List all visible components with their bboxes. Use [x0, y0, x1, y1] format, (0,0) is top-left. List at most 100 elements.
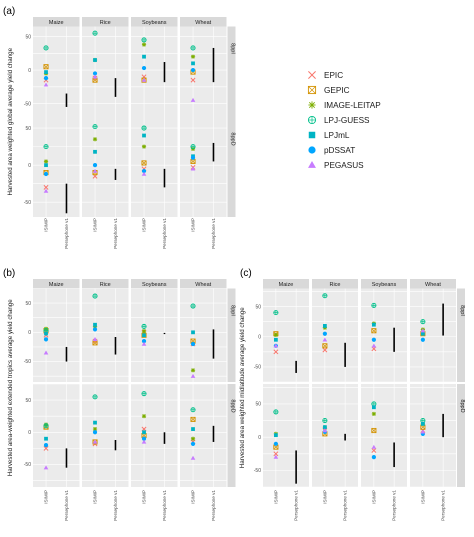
panel-background — [82, 117, 129, 217]
panel-wheat-1 — [180, 383, 227, 487]
y-tick-label: 0 — [28, 430, 31, 436]
panel-background — [180, 384, 227, 487]
legend-item-pdssat: pDSSAT — [308, 146, 355, 155]
point-pegasus — [190, 373, 196, 378]
strip-wheat — [180, 279, 227, 289]
panel-label: (c) — [240, 268, 252, 279]
y-tick-label: 0 — [258, 435, 261, 441]
point-pdssat — [92, 71, 98, 76]
point-lpj-guess — [92, 124, 98, 130]
strip-label-soybeans: Soybeans — [142, 20, 167, 26]
point-lpjml — [191, 61, 195, 66]
panel-rice-1 — [312, 384, 358, 488]
point-pegasus — [92, 74, 98, 79]
panel-background — [263, 288, 309, 382]
strip-maize — [33, 279, 80, 289]
point-gepic — [141, 160, 147, 166]
point-lpjml — [93, 58, 97, 62]
point-gepic — [371, 427, 377, 434]
point-pegasus — [190, 97, 196, 102]
strip-label-maize: Maize — [49, 282, 64, 288]
x-category-label: Persephone v1 — [294, 490, 299, 521]
point-lpj-guess — [273, 310, 279, 316]
legend-item-epic: EPIC — [308, 71, 343, 80]
point-pegasus — [371, 343, 377, 348]
point-lpjml — [93, 322, 97, 327]
scenario-strip-1 — [227, 384, 236, 487]
strip-label-maize: Maize — [49, 20, 64, 26]
x-category-label: ISIMIP — [273, 490, 278, 504]
point-lpjml — [93, 420, 97, 425]
point-lpjml — [420, 421, 425, 426]
scenario-label-1: 8ppD — [230, 399, 236, 412]
panel-soybeans-1 — [131, 383, 178, 487]
point-pdssat — [43, 337, 49, 342]
point-pdssat — [190, 155, 196, 160]
y-tick-label: -50 — [24, 462, 31, 468]
legend-symbol — [308, 101, 316, 109]
legend-item-pegasus: PEGASUS — [308, 161, 364, 170]
strip-label-wheat: Wheat — [195, 282, 211, 288]
legend-symbol — [307, 85, 317, 95]
strip-soybeans — [131, 17, 178, 27]
panel-wheat-0 — [180, 26, 227, 117]
legend-label: EPIC — [324, 71, 343, 80]
y-tick-label: 0 — [28, 330, 31, 336]
panel-maize-0 — [33, 26, 80, 117]
point-lpjml — [44, 331, 48, 336]
point-pegasus — [273, 343, 279, 348]
panel-label: (b) — [3, 268, 15, 279]
point-gepic — [322, 343, 328, 349]
strip-label-wheat: Wheat — [425, 282, 441, 288]
point-epic — [43, 445, 49, 451]
panel-label: (a) — [3, 6, 15, 17]
point-lpjml — [191, 427, 195, 431]
point-pdssat — [141, 436, 147, 441]
point-lpjml — [142, 333, 146, 338]
point-pdssat — [420, 337, 425, 342]
point-pegasus — [141, 439, 147, 444]
scenario-strip-0 — [227, 26, 236, 117]
point-gepic — [371, 328, 377, 334]
point-pdssat — [141, 168, 147, 174]
x-category-label: ISIMIP — [191, 218, 196, 232]
point-pdssat — [190, 441, 196, 446]
panel-background — [312, 384, 358, 487]
y-tick-label: 50 — [25, 34, 31, 40]
point-image-leitap — [141, 144, 147, 149]
point-lpj-guess — [141, 37, 147, 43]
x-category-label: ISIMIP — [420, 490, 425, 504]
point-lpjml — [322, 425, 327, 430]
facet-block-1: (b) Harvested area-weighted extended trop… — [3, 268, 236, 521]
panel-rice-0 — [312, 288, 358, 383]
strip-soybeans — [361, 279, 407, 289]
y-tick-label: 50 — [25, 398, 31, 404]
y-tick-label: 50 — [25, 301, 31, 307]
point-pdssat — [92, 163, 98, 168]
strip-label-wheat: Wheat — [195, 20, 211, 26]
panel-soybeans-1 — [131, 117, 178, 217]
panel-background — [361, 288, 407, 382]
y-axis-title: Harvested area weighted midlatitude aver… — [239, 307, 246, 469]
x-category-label: ISIMIP — [142, 218, 147, 232]
y-tick-label: -50 — [24, 200, 31, 206]
point-lpjml — [142, 54, 146, 59]
panel-wheat-1 — [410, 384, 456, 488]
point-pegasus — [322, 428, 328, 433]
point-image-leitap — [43, 159, 49, 164]
panel-background — [180, 288, 227, 382]
facet-block-2: (c) Harvested area weighted midlatitude a… — [239, 268, 465, 521]
point-pegasus — [420, 429, 426, 434]
scenario-label-0: 8ppI — [230, 305, 236, 316]
point-lpjml — [142, 430, 146, 435]
y-tick-label: 0 — [28, 163, 31, 169]
x-category-label: Persephone v1 — [113, 218, 118, 249]
point-lpj-guess — [92, 394, 98, 400]
panel-wheat-1 — [180, 117, 227, 217]
scenario-strip-0 — [227, 288, 236, 382]
panel-soybeans-0 — [361, 288, 407, 383]
panel-background — [82, 26, 129, 117]
strip-rice — [82, 279, 129, 289]
point-lpj-guess — [92, 293, 98, 299]
point-pdssat — [322, 331, 327, 336]
